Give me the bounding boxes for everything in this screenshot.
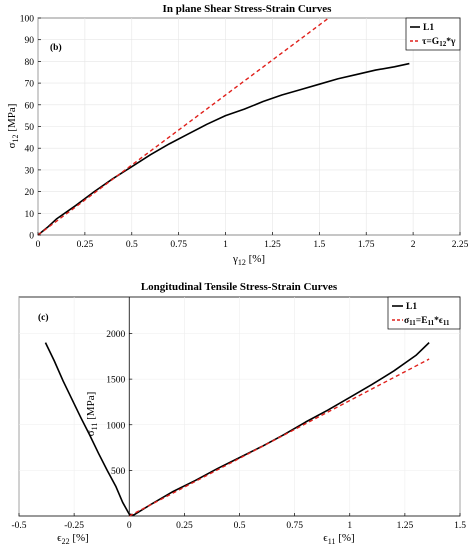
tensile-chart: Longitudinal Tensile Stress-Strain Curve… (11, 281, 466, 546)
tensile-x-tick-label: 0.25 (176, 521, 193, 531)
tensile-x-tick-label: 0.5 (234, 521, 246, 531)
shear-x-tick-label: 0.75 (170, 240, 187, 250)
tensile-x-tick-label: 0.75 (286, 521, 303, 531)
tensile-legend-box (387, 296, 461, 330)
shear-y-tick-label: 0 (29, 232, 34, 242)
shear-y-tick-label: 30 (25, 166, 35, 176)
shear-legend-box (405, 17, 461, 51)
shear-y-axis-label: σ12 [MPa] (6, 104, 20, 149)
shear-chart-title: In plane Shear Stress-Strain Curves (163, 3, 333, 15)
shear-y-tick-label: 70 (25, 80, 35, 90)
shear-y-tick-label: 50 (25, 123, 35, 133)
shear-x-axis-label: γ12 [%] (232, 253, 265, 267)
shear-x-tick-label: 2 (411, 240, 416, 250)
shear-y-tick-label: 90 (25, 36, 35, 46)
tensile-x2-axis-label: ϵ22 [%] (57, 532, 89, 546)
tensile-y-tick-label: 500 (111, 467, 126, 477)
shear-y-tick-label: 20 (25, 188, 35, 198)
tensile-chart-title: Longitudinal Tensile Stress-Strain Curve… (141, 281, 338, 293)
shear-y-tick-label: 60 (25, 101, 35, 111)
tensile-x-tick-label: -0.5 (11, 521, 26, 531)
tensile-legend: L1 σ11=E11*ϵ11 (387, 296, 461, 330)
tensile-legend-label-fit: σ11=E11*ϵ11 (404, 316, 450, 327)
tensile-y-tick-label: 1500 (106, 376, 125, 386)
shear-x-tick-label: 0.5 (126, 240, 138, 250)
shear-series-l1-line (37, 62, 410, 236)
shear-chart: In plane Shear Stress-Strain Curves 0 0.2… (6, 3, 469, 267)
tensile-x-tick-label: 1 (347, 521, 352, 531)
shear-x-tick-label: 0 (36, 240, 41, 250)
shear-x-tick-label: 0.25 (77, 240, 94, 250)
shear-x-tick-label: 1.5 (313, 240, 325, 250)
tensile-series-fit-line (128, 358, 430, 517)
tensile-y-tick-label: 2000 (106, 330, 125, 340)
shear-legend-label-fit: τ=G12*γ (422, 37, 456, 48)
tensile-panel-label: (c) (38, 312, 49, 323)
shear-panel-label: (b) (50, 42, 62, 53)
shear-legend-label-l1: L1 (423, 23, 434, 33)
tensile-y-axis-label: σ11 [MPa] (85, 392, 99, 437)
shear-x-tick-label: 1 (223, 240, 228, 250)
tensile-x-axis-label: ϵ11 [%] (323, 532, 354, 546)
shear-x-tick-label: 1.25 (264, 240, 281, 250)
tensile-x-tick-label: -0.25 (64, 521, 84, 531)
shear-y-tick-label: 100 (20, 15, 35, 25)
tensile-y-tick-label: 1000 (106, 421, 125, 431)
tensile-x-tick-label: 0 (127, 521, 132, 531)
tensile-x-tick-label: 1.5 (454, 521, 466, 531)
shear-y-tick-label: 80 (25, 58, 35, 68)
shear-x-tick-label: 2.25 (452, 240, 469, 250)
shear-x-tick-label: 1.75 (358, 240, 375, 250)
tensile-x-tick-label: 1.25 (397, 521, 414, 531)
shear-y-tick-label: 40 (25, 145, 35, 155)
tensile-legend-label-l1: L1 (406, 302, 417, 312)
shear-series-fit-line (37, 17, 330, 236)
tensile-series-l1-line (44, 342, 430, 516)
shear-y-tick-label: 10 (25, 210, 35, 220)
shear-legend: L1 τ=G12*γ (405, 17, 461, 51)
